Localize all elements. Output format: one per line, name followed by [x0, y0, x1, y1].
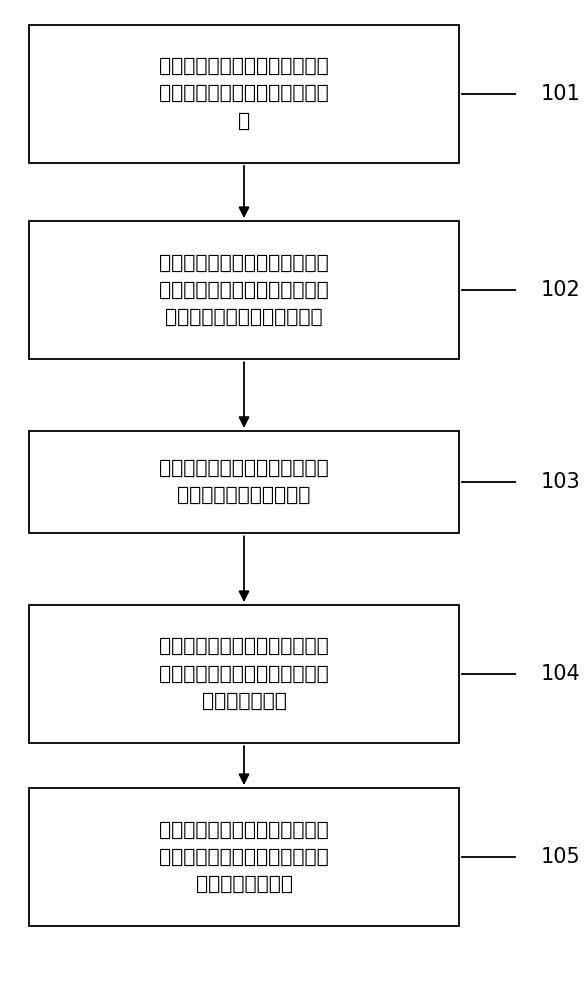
Text: 101: 101 — [541, 84, 581, 104]
Text: 检查新增目标位置的可行性，直
至所有新增目标满足设定要求，
输出新增目标位置: 检查新增目标位置的可行性，直 至所有新增目标满足设定要求， 输出新增目标位置 — [159, 820, 329, 894]
Text: 获取常规观测系统设计方案，并
确定障碍物边界多边形内的目标
个数，确定所需新增目标个数: 获取常规观测系统设计方案，并 确定障碍物边界多边形内的目标 个数，确定所需新增目… — [159, 253, 329, 327]
Text: 103: 103 — [541, 472, 581, 492]
Text: 获取工区范围的数据以及地图和
卫星图片，确定障碍物边界多边
形: 获取工区范围的数据以及地图和 卫星图片，确定障碍物边界多边 形 — [159, 57, 329, 131]
Text: 105: 105 — [541, 847, 581, 867]
Text: 102: 102 — [541, 280, 581, 300]
Bar — [29, 25, 459, 163]
Bar — [29, 221, 459, 359]
Bar — [29, 431, 459, 533]
Bar — [29, 605, 459, 743]
Text: 在障碍物边界多边形的约束下，
确定初始的新增目标位置: 在障碍物边界多边形的约束下， 确定初始的新增目标位置 — [159, 459, 329, 505]
Text: 104: 104 — [541, 664, 581, 684]
Text: 基于压缩感知，通过随机采样方
法在所有初始的新增目标位置确
定新增目标位置: 基于压缩感知，通过随机采样方 法在所有初始的新增目标位置确 定新增目标位置 — [159, 637, 329, 711]
Bar — [29, 788, 459, 926]
